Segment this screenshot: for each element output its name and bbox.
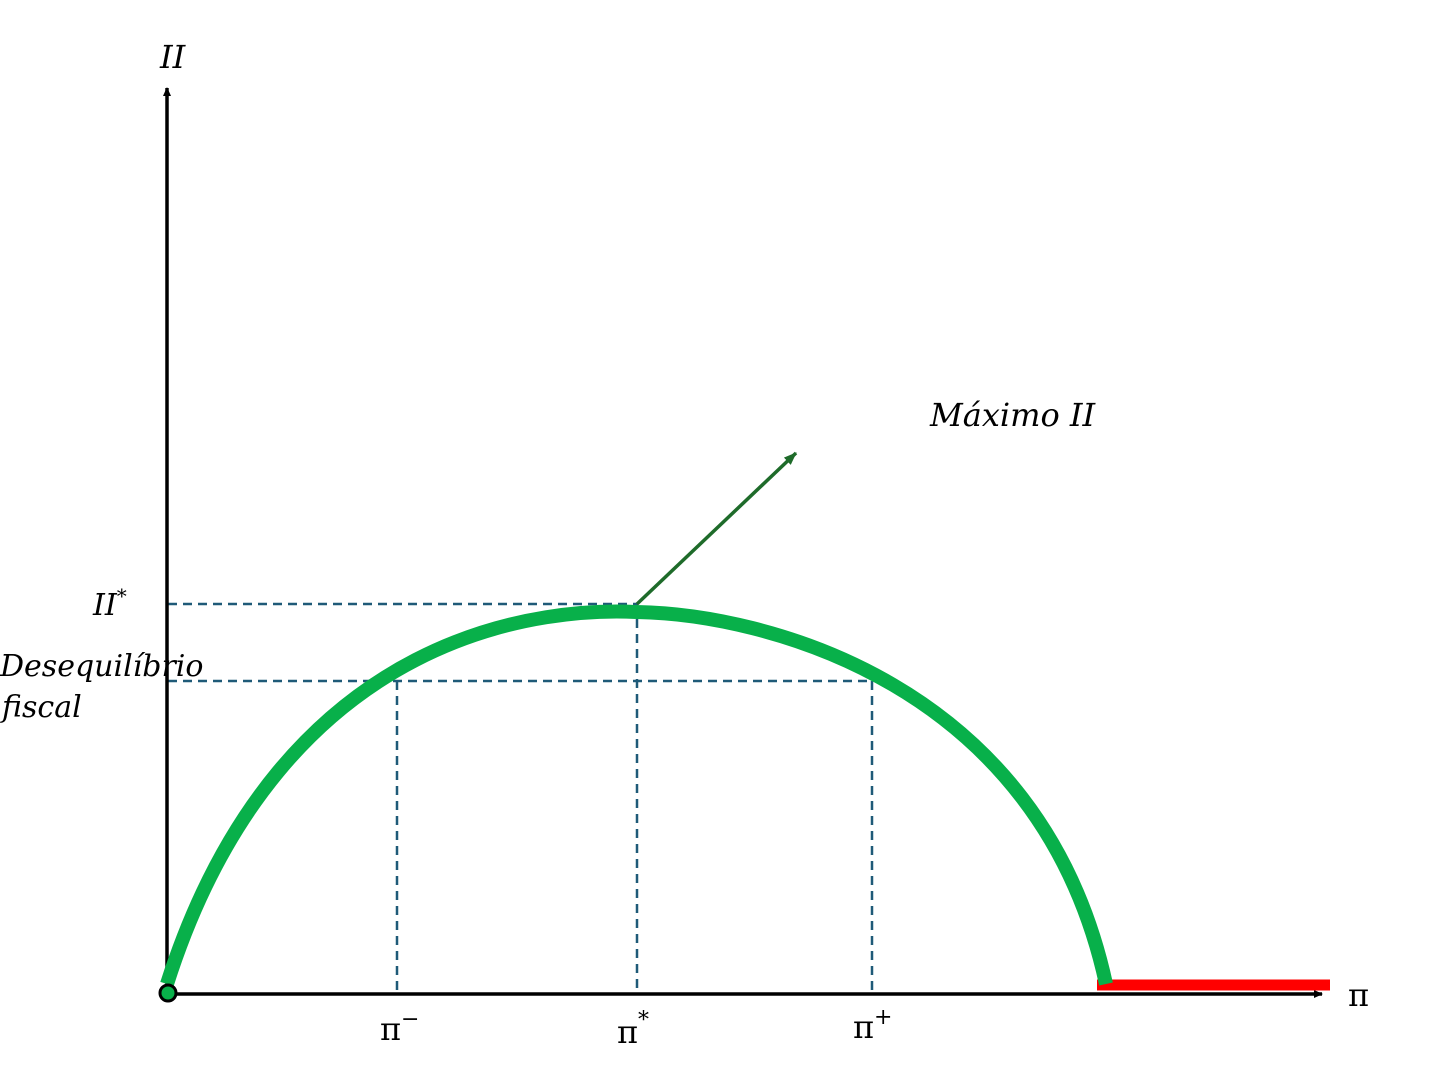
y-tick-max-sup: * [117,584,127,608]
y-tick-max: II* [92,584,127,623]
max-annotation-label: Máximo II [929,396,1097,434]
inflation-tax-curve [160,604,1113,987]
x-tick-pi-plus-main: π [853,1008,874,1046]
y-tick-max-main: II [92,588,118,623]
x-tick-pi-minus: π− [380,1007,419,1048]
x-tick-pi-plus: π+ [853,1005,892,1046]
x-tick-pi-plus-sup: + [874,1005,892,1030]
x-tick-pi-star-sup: * [638,1008,649,1033]
x-tick-pi-minus-main: π [380,1010,401,1048]
y-tick-deficit-line2: fiscal [0,690,82,725]
x-tick-pi-minus-sup: − [401,1007,419,1032]
max-annotation-arrow [635,451,798,606]
origin-point [158,983,178,1003]
y-tick-deficit-line1: Desequilíbrio [0,649,203,684]
y-axis-label: II [159,38,187,76]
x-tick-pi-star-main: π [617,1013,638,1051]
x-tick-pi-star: π* [617,1008,649,1051]
x-axis-label: π [1348,976,1369,1014]
